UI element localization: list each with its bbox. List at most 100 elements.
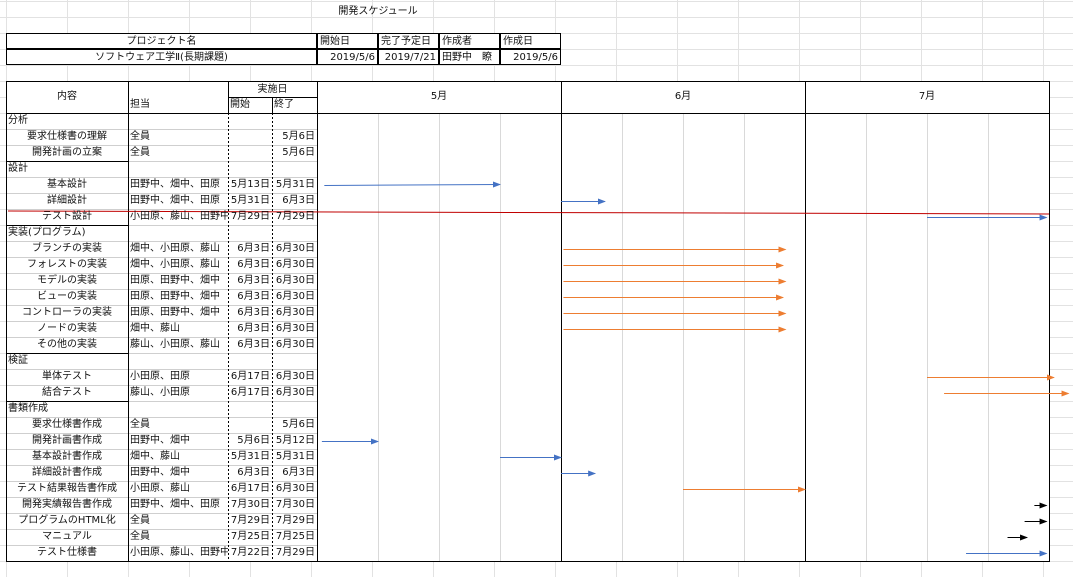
task-name: 詳細設計書作成 [32,467,102,478]
task-end-date: 7月25日 [275,531,315,542]
task-assignee: 田野中、畑中 [130,435,190,446]
task-start-date: 6月17日 [230,387,270,398]
task-name: ブランチの実装 [32,243,102,254]
task-start-date [228,129,272,145]
task-assignee: 田野中、畑中 [130,467,190,478]
task-name: 詳細設計 [47,195,87,206]
task-start-date: 7月25日 [230,531,270,542]
task-end-date: 5月6日 [282,419,315,430]
task-assignee: 畑中、藤山 [130,323,180,334]
due-date-label: 完了予定日 [378,33,439,49]
gantt-arrow [324,181,501,188]
strike-line [7,210,1050,215]
task-assignee: 小田原、田原 [130,371,190,382]
task-start-date: 5月31日 [230,451,270,462]
project-name-label: プロジェクト名 [6,33,317,49]
category-label: 検証 [8,355,28,366]
task-start-date: 6月3日 [237,275,270,286]
month-may: 5月 [430,91,448,102]
task-name: 単体テスト [42,371,92,382]
due-date: 2019/7/21 [378,49,439,65]
task-name: テスト設計 [42,211,92,222]
task-assignee: 全員 [130,147,150,158]
task-assignee: 田原、田野中、畑中 [130,275,220,286]
task-end-date: 6月30日 [275,371,315,382]
task-name: テスト結果報告書作成 [17,483,117,494]
task-end-date: 5月31日 [275,179,315,190]
task-end-date: 6月30日 [275,387,315,398]
task-name: マニュアル [42,531,92,542]
task-end-date: 6月3日 [282,195,315,206]
project-name: ソフトウェア工学Ⅱ(長期課題) [6,49,317,65]
task-end-date: 6月30日 [275,339,315,350]
month-july: 7月 [918,91,936,102]
task-start-date: 6月3日 [237,467,270,478]
task-name: ビューの実装 [37,291,97,302]
task-name: ノードの実装 [37,323,97,334]
task-end-date: 7月30日 [275,499,315,510]
task-start-date: 5月6日 [237,435,270,446]
task-name: 開発計画書作成 [32,435,102,446]
task-start-date: 7月30日 [230,499,270,510]
task-start-date: 7月29日 [230,515,270,526]
created-date: 2019/5/6 [500,49,561,65]
task-name: 要求仕様書作成 [32,419,102,430]
task-end-date: 5月6日 [282,147,315,158]
task-assignee: 全員 [130,419,150,430]
month-june: 6月 [674,91,692,102]
task-assignee: 畑中、小田原、藤山 [130,243,220,254]
start-date: 2019/5/6 [317,49,378,65]
task-start-date: 5月31日 [230,195,270,206]
task-name: 開発計画の立案 [32,147,102,158]
task-start-date: 6月17日 [230,483,270,494]
task-start-date: 6月3日 [237,339,270,350]
task-assignee: 田原、田野中、畑中 [130,307,220,318]
task-name: テスト仕様書 [37,547,97,558]
task-assignee: 全員 [130,515,150,526]
task-start-date: 6月3日 [237,259,270,270]
task-start-date [228,417,272,433]
task-start-date [228,145,272,161]
task-end-date: 6月30日 [275,323,315,334]
task-assignee: 藤山、小田原 [130,387,190,398]
task-name: 結合テスト [42,387,92,398]
task-end-date: 6月30日 [275,291,315,302]
task-name: 要求仕様書の理解 [27,131,107,142]
task-assignee: 田野中、畑中、田原 [130,195,220,206]
task-name: コントローラの実装 [22,307,112,318]
task-end-date: 6月30日 [275,275,315,286]
task-end-date: 6月30日 [275,259,315,270]
assignee-header: 担当 [130,99,150,110]
task-end-date: 6月30日 [275,243,315,254]
sheet-title: 開発スケジュール [338,6,418,17]
task-assignee: 畑中、藤山 [130,451,180,462]
task-assignee: 田野中、畑中、田原 [130,179,220,190]
task-name: 基本設計書作成 [32,451,102,462]
task-assignee: 畑中、小田原、藤山 [130,259,220,270]
task-assignee: 全員 [130,131,150,142]
task-assignee: 小田原、藤山、田野中 [130,211,228,222]
task-start-date: 5月13日 [230,179,270,190]
task-end-date: 5月31日 [275,451,315,462]
task-assignee: 藤山、小田原、藤山 [130,339,220,350]
content-header: 内容 [57,91,77,102]
task-start-date: 6月3日 [237,243,270,254]
start-header: 開始 [230,99,250,110]
task-end-date: 7月29日 [275,211,315,222]
author: 田野中 瞭 [439,49,500,65]
task-start-date: 6月3日 [237,291,270,302]
start-date-label: 開始日 [317,33,378,49]
category-label: 分析 [8,115,28,126]
task-assignee: 田野中、畑中、田原 [130,499,220,510]
task-assignee: 小田原、藤山、田野中 [130,547,228,558]
task-end-date: 6月3日 [282,467,315,478]
task-start-date: 7月22日 [230,547,270,558]
task-assignee: 全員 [130,531,150,542]
category-label: 書類作成 [8,403,48,414]
task-name: 基本設計 [47,179,87,190]
task-start-date: 7月29日 [230,211,270,222]
task-name: モデルの実装 [37,275,97,286]
task-name: フォレストの実装 [27,259,107,270]
task-end-date: 5月12日 [275,435,315,446]
